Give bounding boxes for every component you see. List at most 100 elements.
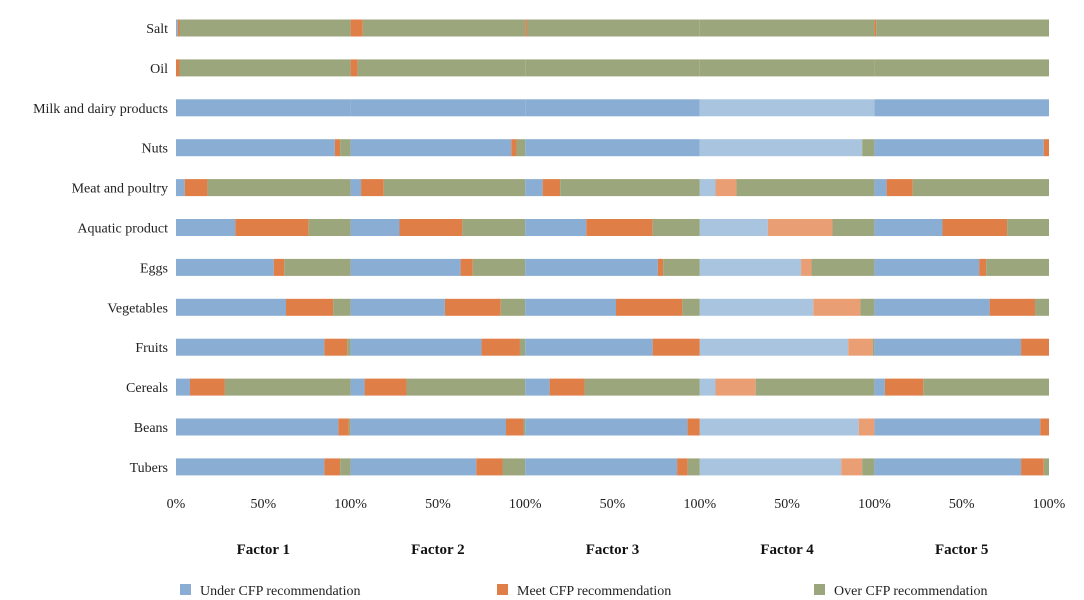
bar-factor-3-vegetables-under-cfp: [525, 298, 616, 316]
x-tick-label: 50%: [774, 497, 800, 512]
bar-factor-4-meat-and-poultry-meet-cfp: [715, 179, 737, 197]
x-tick-label: 100%: [1033, 497, 1066, 512]
bar-factor-3-tubers-under-cfp: [525, 458, 678, 476]
bar-factor-1-fruits-under-cfp: [176, 338, 325, 356]
bar-factor-2-eggs-under-cfp: [350, 258, 461, 276]
bar-factor-4-fruits-under-cfp: [699, 338, 849, 356]
bar-factor-4-tubers-over-cfp: [862, 458, 875, 476]
bar-factor-4-beans-meet-cfp: [858, 418, 875, 436]
bar-factor-5-milk-and-dairy-products-under-cfp: [874, 99, 1049, 117]
legend-label-over-cfp: Over CFP recommendation: [834, 584, 987, 599]
bar-factor-5-tubers-over-cfp: [1043, 458, 1049, 476]
factor-label-factor-1: Factor 1: [237, 542, 290, 558]
bar-factor-1-beans-over-cfp: [348, 418, 351, 436]
bars: [176, 19, 1049, 476]
bar-factor-4-aquatic-product-meet-cfp: [767, 219, 833, 236]
bar-factor-5-oil-over-cfp: [874, 59, 1049, 77]
bar-factor-1-nuts-under-cfp: [176, 139, 335, 157]
category-label-cereals: Cereals: [126, 381, 168, 396]
bar-factor-3-aquatic-product-meet-cfp: [586, 219, 653, 236]
bar-factor-5-vegetables-under-cfp: [874, 298, 990, 316]
bar-factor-3-salt-over-cfp: [526, 19, 700, 37]
bar-factor-3-nuts-under-cfp: [525, 139, 700, 157]
bar-factor-2-oil-meet-cfp: [350, 59, 358, 77]
bar-factor-2-meat-and-poultry-meet-cfp: [361, 179, 384, 197]
category-labels: Salt Oil Milk and dairy products Nuts Meat a…: [33, 22, 168, 476]
bar-factor-5-nuts-under-cfp: [874, 139, 1044, 157]
bar-factor-2-salt-meet-cfp: [350, 19, 363, 37]
bar-factor-3-eggs-under-cfp: [525, 258, 658, 276]
bar-factor-1-cereals-meet-cfp: [189, 378, 225, 396]
bar-factor-3-eggs-meet-cfp: [657, 258, 664, 276]
bar-factor-1-oil-over-cfp: [179, 59, 351, 77]
bar-factor-3-meat-and-poultry-meet-cfp: [542, 179, 561, 197]
bar-factor-3-oil-over-cfp: [525, 59, 700, 77]
bar-factor-1-eggs-over-cfp: [284, 258, 351, 276]
bar-factor-1-meat-and-poultry-under-cfp: [176, 179, 185, 197]
bar-factor-4-eggs-meet-cfp: [801, 258, 812, 276]
bar-factor-2-tubers-under-cfp: [350, 458, 477, 476]
bar-factor-5-meat-and-poultry-under-cfp: [874, 179, 887, 197]
bar-factor-5-beans-under-cfp: [874, 418, 1041, 436]
bar-factor-4-cereals-meet-cfp: [715, 378, 756, 396]
bar-factor-3-fruits-under-cfp: [525, 338, 653, 356]
bar-factor-5-salt-over-cfp: [876, 19, 1049, 37]
bar-factor-2-tubers-over-cfp: [502, 458, 526, 476]
bar-factor-2-cereals-meet-cfp: [364, 378, 407, 396]
legend-swatch-meet-cfp: [497, 584, 508, 595]
category-label-beans: Beans: [134, 421, 168, 436]
x-tick-label: 100%: [334, 497, 367, 512]
bar-factor-4-vegetables-meet-cfp: [813, 298, 861, 316]
bar-factor-1-tubers-over-cfp: [340, 458, 351, 476]
bar-factor-5-meat-and-poultry-over-cfp: [912, 179, 1049, 197]
bar-factor-4-vegetables-under-cfp: [699, 298, 814, 316]
bar-factor-4-meat-and-poultry-under-cfp: [699, 179, 716, 197]
category-label-meat-and-poultry: Meat and poultry: [72, 182, 168, 197]
bar-factor-2-nuts-over-cfp: [516, 139, 526, 157]
bar-factor-5-aquatic-product-over-cfp: [1007, 219, 1049, 236]
bar-factor-5-eggs-over-cfp: [986, 258, 1049, 276]
x-tick-label: 100%: [509, 497, 542, 512]
category-label-aquatic-product: Aquatic product: [77, 222, 168, 237]
bar-factor-3-vegetables-meet-cfp: [615, 298, 683, 316]
x-tick-label: 50%: [600, 497, 626, 512]
bar-factor-5-beans-meet-cfp: [1040, 418, 1049, 436]
bar-factor-5-salt-meet-cfp: [874, 19, 877, 37]
bar-factor-2-tubers-meet-cfp: [476, 458, 503, 476]
x-tick-label: 50%: [250, 497, 276, 512]
factor-labels: Factor 1 Factor 2 Factor 3 Factor 4 Factor 5: [237, 542, 989, 558]
bar-factor-5-meat-and-poultry-meet-cfp: [886, 179, 913, 197]
bar-factor-1-milk-and-dairy-products-under-cfp: [176, 99, 351, 117]
bar-factor-5-fruits-meet-cfp: [1021, 338, 1049, 356]
bar-factor-3-vegetables-over-cfp: [682, 298, 700, 316]
bar-factor-3-aquatic-product-under-cfp: [525, 219, 587, 236]
bar-factor-4-milk-and-dairy-products-under-cfp: [699, 99, 875, 117]
bar-factor-4-fruits-over-cfp: [872, 338, 875, 356]
bar-factor-2-beans-under-cfp: [350, 418, 506, 436]
bar-factor-5-cereals-under-cfp: [874, 378, 885, 396]
bar-factor-1-cereals-over-cfp: [224, 378, 351, 396]
x-tick-label: 100%: [858, 497, 891, 512]
bar-factor-5-aquatic-product-meet-cfp: [942, 219, 1008, 236]
bar-factor-2-aquatic-product-meet-cfp: [399, 219, 463, 236]
bar-factor-5-fruits-under-cfp: [874, 338, 1022, 356]
x-tick-label: 100%: [683, 497, 716, 512]
bar-factor-1-vegetables-over-cfp: [333, 298, 351, 316]
category-label-milk-and-dairy-products: Milk and dairy products: [33, 102, 168, 117]
bar-factor-2-cereals-over-cfp: [406, 378, 526, 396]
bar-factor-3-beans-under-cfp: [525, 418, 688, 436]
bar-factor-4-eggs-under-cfp: [699, 258, 802, 276]
x-tick-label: 0%: [167, 497, 186, 512]
bar-factor-2-fruits-under-cfp: [350, 338, 482, 356]
bar-factor-1-meat-and-poultry-meet-cfp: [184, 179, 208, 197]
bar-factor-5-eggs-under-cfp: [874, 258, 980, 276]
bar-factor-2-beans-meet-cfp: [505, 418, 524, 436]
bar-factor-2-cereals-under-cfp: [350, 378, 365, 396]
bar-factor-1-oil-meet-cfp: [176, 59, 180, 77]
bar-factor-3-aquatic-product-over-cfp: [652, 219, 700, 236]
bar-factor-4-vegetables-over-cfp: [860, 298, 875, 316]
bar-factor-1-beans-meet-cfp: [338, 418, 349, 436]
bar-factor-3-meat-and-poultry-under-cfp: [525, 179, 543, 197]
bar-factor-4-aquatic-product-over-cfp: [832, 219, 875, 236]
